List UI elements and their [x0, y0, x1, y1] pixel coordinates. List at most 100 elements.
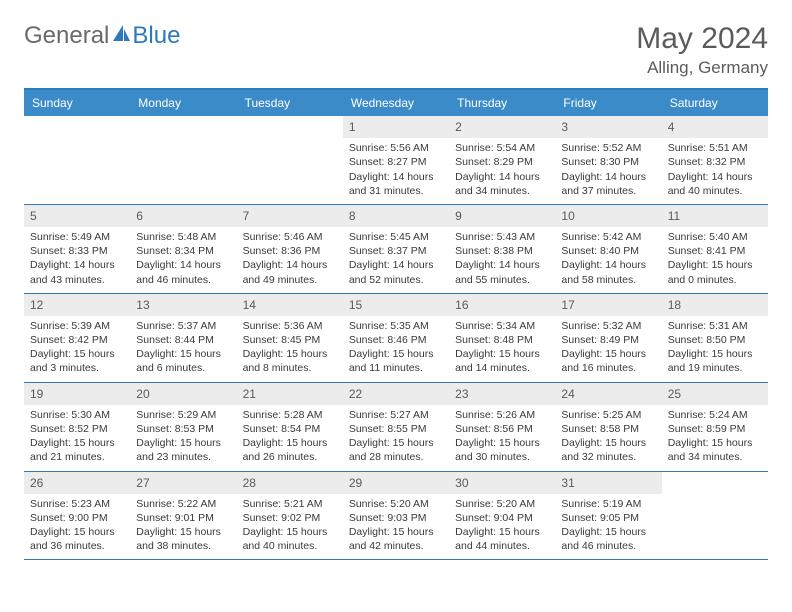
sunset-text: Sunset: 9:03 PM: [349, 511, 443, 525]
daylight-text: and 44 minutes.: [455, 539, 549, 553]
day-cell: 22Sunrise: 5:27 AMSunset: 8:55 PMDayligh…: [343, 383, 449, 471]
daylight-text: and 28 minutes.: [349, 450, 443, 464]
daylight-text: and 46 minutes.: [136, 273, 230, 287]
sunrise-text: Sunrise: 5:27 AM: [349, 408, 443, 422]
daylight-text: and 49 minutes.: [243, 273, 337, 287]
daylight-text: and 21 minutes.: [30, 450, 124, 464]
day-number: 26: [24, 472, 130, 494]
daylight-text: Daylight: 15 hours: [243, 347, 337, 361]
daylight-text: Daylight: 15 hours: [668, 347, 762, 361]
day-cell: 17Sunrise: 5:32 AMSunset: 8:49 PMDayligh…: [555, 294, 661, 382]
calendar-page: General Blue May 2024 Alling, Germany Su…: [0, 0, 792, 570]
daylight-text: Daylight: 14 hours: [349, 170, 443, 184]
sunset-text: Sunset: 9:01 PM: [136, 511, 230, 525]
week-row: 12Sunrise: 5:39 AMSunset: 8:42 PMDayligh…: [24, 294, 768, 383]
daylight-text: and 11 minutes.: [349, 361, 443, 375]
sunset-text: Sunset: 9:02 PM: [243, 511, 337, 525]
day-number: 2: [449, 116, 555, 138]
day-cell: 27Sunrise: 5:22 AMSunset: 9:01 PMDayligh…: [130, 472, 236, 560]
sunrise-text: Sunrise: 5:24 AM: [668, 408, 762, 422]
daylight-text: and 6 minutes.: [136, 361, 230, 375]
day-cell: 13Sunrise: 5:37 AMSunset: 8:44 PMDayligh…: [130, 294, 236, 382]
day-cell: 24Sunrise: 5:25 AMSunset: 8:58 PMDayligh…: [555, 383, 661, 471]
day-cell: 23Sunrise: 5:26 AMSunset: 8:56 PMDayligh…: [449, 383, 555, 471]
daylight-text: and 34 minutes.: [455, 184, 549, 198]
sunset-text: Sunset: 8:30 PM: [561, 155, 655, 169]
sunset-text: Sunset: 9:04 PM: [455, 511, 549, 525]
day-header: Monday: [130, 90, 236, 116]
sunrise-text: Sunrise: 5:31 AM: [668, 319, 762, 333]
day-number: 20: [130, 383, 236, 405]
calendar-grid: SundayMondayTuesdayWednesdayThursdayFrid…: [24, 88, 768, 560]
day-cell: 6Sunrise: 5:48 AMSunset: 8:34 PMDaylight…: [130, 205, 236, 293]
day-number: 29: [343, 472, 449, 494]
daylight-text: and 23 minutes.: [136, 450, 230, 464]
daylight-text: Daylight: 14 hours: [243, 258, 337, 272]
daylight-text: Daylight: 15 hours: [136, 436, 230, 450]
daylight-text: Daylight: 15 hours: [30, 525, 124, 539]
day-header: Sunday: [24, 90, 130, 116]
sunset-text: Sunset: 8:52 PM: [30, 422, 124, 436]
sunrise-text: Sunrise: 5:25 AM: [561, 408, 655, 422]
day-cell: 7Sunrise: 5:46 AMSunset: 8:36 PMDaylight…: [237, 205, 343, 293]
daylight-text: Daylight: 14 hours: [561, 258, 655, 272]
day-number: 16: [449, 294, 555, 316]
daylight-text: Daylight: 15 hours: [349, 347, 443, 361]
sunrise-text: Sunrise: 5:19 AM: [561, 497, 655, 511]
sunset-text: Sunset: 8:27 PM: [349, 155, 443, 169]
sunrise-text: Sunrise: 5:23 AM: [30, 497, 124, 511]
week-row: 26Sunrise: 5:23 AMSunset: 9:00 PMDayligh…: [24, 472, 768, 561]
sunset-text: Sunset: 9:00 PM: [30, 511, 124, 525]
empty-cell: [662, 472, 768, 560]
sunrise-text: Sunrise: 5:40 AM: [668, 230, 762, 244]
brand-logo: General Blue: [24, 22, 180, 50]
daylight-text: and 34 minutes.: [668, 450, 762, 464]
day-cell: 18Sunrise: 5:31 AMSunset: 8:50 PMDayligh…: [662, 294, 768, 382]
day-number: 11: [662, 205, 768, 227]
day-cell: 12Sunrise: 5:39 AMSunset: 8:42 PMDayligh…: [24, 294, 130, 382]
day-number: 12: [24, 294, 130, 316]
day-number: 14: [237, 294, 343, 316]
daylight-text: and 37 minutes.: [561, 184, 655, 198]
sunset-text: Sunset: 8:55 PM: [349, 422, 443, 436]
sunrise-text: Sunrise: 5:56 AM: [349, 141, 443, 155]
sunset-text: Sunset: 8:54 PM: [243, 422, 337, 436]
sunrise-text: Sunrise: 5:43 AM: [455, 230, 549, 244]
day-number: 21: [237, 383, 343, 405]
day-header: Tuesday: [237, 90, 343, 116]
week-row: 1 Sunrise: 5:56 AMSunset: 8:27 PMDaylight…: [24, 116, 768, 205]
day-number: 10: [555, 205, 661, 227]
daylight-text: and 38 minutes.: [136, 539, 230, 553]
day-number: 13: [130, 294, 236, 316]
sunset-text: Sunset: 8:38 PM: [455, 244, 549, 258]
daylight-text: and 14 minutes.: [455, 361, 549, 375]
sunset-text: Sunset: 8:41 PM: [668, 244, 762, 258]
day-number: 18: [662, 294, 768, 316]
daylight-text: and 32 minutes.: [561, 450, 655, 464]
daylight-text: Daylight: 15 hours: [136, 525, 230, 539]
daylight-text: and 19 minutes.: [668, 361, 762, 375]
day-cell: 26 Sunrise: 5:23 AMSunset: 9:00 PMDayligh…: [24, 472, 130, 560]
day-number: 22: [343, 383, 449, 405]
title-block: May 2024 Alling, Germany: [636, 22, 768, 78]
sunrise-text: Sunrise: 5:45 AM: [349, 230, 443, 244]
day-cell: 11Sunrise: 5:40 AMSunset: 8:41 PMDayligh…: [662, 205, 768, 293]
day-number: 27: [130, 472, 236, 494]
daylight-text: and 31 minutes.: [349, 184, 443, 198]
daylight-text: Daylight: 15 hours: [243, 436, 337, 450]
daylight-text: Daylight: 15 hours: [30, 347, 124, 361]
day-cell: 29Sunrise: 5:20 AMSunset: 9:03 PMDayligh…: [343, 472, 449, 560]
sunrise-text: Sunrise: 5:51 AM: [668, 141, 762, 155]
daylight-text: and 8 minutes.: [243, 361, 337, 375]
day-header-row: SundayMondayTuesdayWednesdayThursdayFrid…: [24, 90, 768, 116]
day-number: 1: [343, 116, 449, 138]
day-number: 17: [555, 294, 661, 316]
day-header: Thursday: [449, 90, 555, 116]
daylight-text: and 16 minutes.: [561, 361, 655, 375]
empty-cell: [237, 116, 343, 204]
daylight-text: Daylight: 15 hours: [455, 436, 549, 450]
day-cell: 10Sunrise: 5:42 AMSunset: 8:40 PMDayligh…: [555, 205, 661, 293]
sunset-text: Sunset: 8:46 PM: [349, 333, 443, 347]
day-cell: 14Sunrise: 5:36 AMSunset: 8:45 PMDayligh…: [237, 294, 343, 382]
sunrise-text: Sunrise: 5:30 AM: [30, 408, 124, 422]
